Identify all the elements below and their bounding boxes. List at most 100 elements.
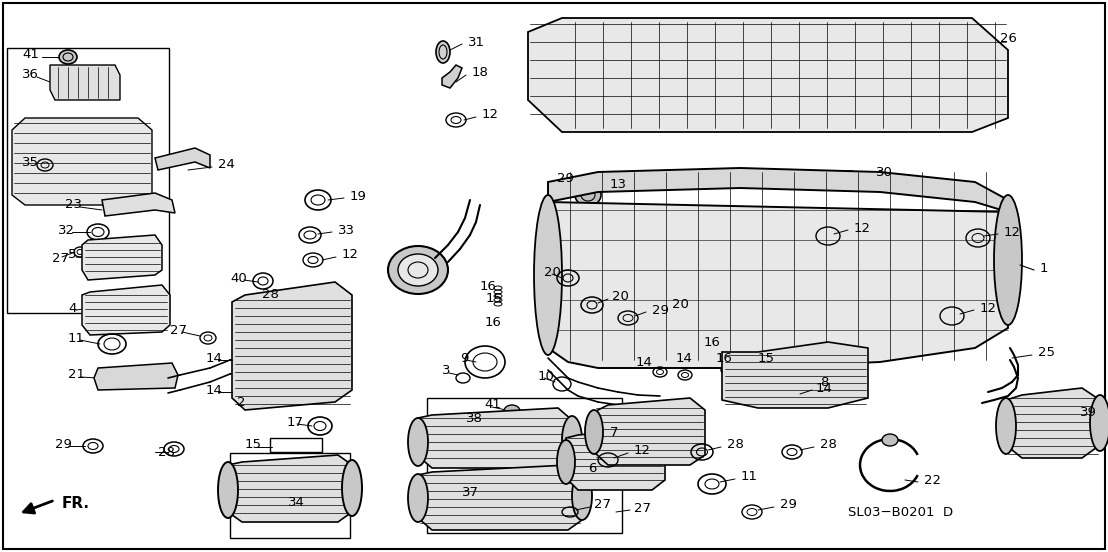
Text: 17: 17 [287,416,304,428]
Text: 14: 14 [676,352,692,364]
Text: 34: 34 [288,496,305,508]
Ellipse shape [437,41,450,63]
Text: 20: 20 [544,266,561,279]
Polygon shape [566,428,665,490]
Ellipse shape [59,50,76,64]
Polygon shape [418,465,582,530]
Text: 28: 28 [158,447,175,459]
Text: 12: 12 [634,444,652,458]
Text: 1: 1 [1040,262,1048,274]
Text: 20: 20 [612,290,629,304]
Text: 15: 15 [758,352,774,364]
Polygon shape [82,235,162,280]
Text: 27: 27 [594,498,611,512]
Text: 29: 29 [55,438,72,452]
Text: 12: 12 [342,248,359,262]
Text: 16: 16 [704,337,721,349]
Text: 3: 3 [442,364,451,378]
Text: 14: 14 [636,355,653,369]
Ellipse shape [534,195,562,355]
Text: 28: 28 [727,438,743,452]
Text: 8: 8 [820,375,829,389]
Text: SL03−B0201  D: SL03−B0201 D [848,507,953,519]
Ellipse shape [408,418,428,466]
Text: 18: 18 [472,66,489,79]
Polygon shape [548,168,1008,212]
Text: 35: 35 [22,156,39,168]
Text: 39: 39 [1080,406,1097,420]
Text: 10: 10 [538,369,555,383]
Polygon shape [94,363,178,390]
Text: 15: 15 [245,438,261,452]
Text: 12: 12 [482,109,499,121]
Text: 22: 22 [924,474,941,486]
Text: 36: 36 [22,68,39,82]
Polygon shape [155,148,211,170]
Text: 21: 21 [68,369,85,381]
Ellipse shape [994,195,1022,325]
Bar [7,48,170,313]
Text: 29: 29 [780,498,797,512]
Ellipse shape [996,398,1016,454]
Text: 24: 24 [218,158,235,172]
Text: 32: 32 [58,224,75,236]
Polygon shape [594,398,705,465]
Text: 9: 9 [460,352,469,364]
Text: 14: 14 [815,381,833,395]
Ellipse shape [585,410,603,454]
Polygon shape [232,282,352,410]
Ellipse shape [572,472,592,520]
Text: 2: 2 [237,396,246,410]
Polygon shape [1006,388,1100,458]
Text: 7: 7 [611,426,618,438]
Text: FR.: FR. [62,496,90,511]
Polygon shape [418,408,572,468]
Text: 29: 29 [557,172,574,184]
Text: 37: 37 [462,486,479,498]
Polygon shape [529,18,1008,132]
Polygon shape [102,193,175,216]
Bar [230,453,350,538]
Ellipse shape [342,460,362,516]
Bar [270,438,322,452]
Text: 14: 14 [206,384,223,396]
Text: 14: 14 [206,352,223,364]
Polygon shape [442,65,462,88]
Text: 41: 41 [22,49,39,61]
Polygon shape [722,342,868,408]
Text: 23: 23 [65,199,82,211]
Text: 25: 25 [1038,347,1055,359]
Ellipse shape [1090,395,1108,451]
Text: 20: 20 [671,299,689,311]
Polygon shape [548,202,1008,368]
Text: 16: 16 [716,352,732,364]
Text: 26: 26 [1001,31,1017,45]
Text: 27: 27 [52,252,69,264]
Text: 28: 28 [261,289,279,301]
Text: 38: 38 [466,411,483,424]
Text: 28: 28 [820,438,837,452]
Ellipse shape [408,474,428,522]
Ellipse shape [388,246,448,294]
Text: 16: 16 [480,280,496,294]
Ellipse shape [575,184,601,206]
Text: 12: 12 [854,221,871,235]
Ellipse shape [218,462,238,518]
Text: 27: 27 [634,502,652,514]
Ellipse shape [882,434,897,446]
Ellipse shape [398,254,438,286]
Text: 29: 29 [652,304,669,316]
Text: 4: 4 [68,301,76,315]
Text: 31: 31 [468,35,485,49]
Text: 15: 15 [486,291,503,305]
Text: 12: 12 [979,301,997,315]
Text: 11: 11 [741,470,758,484]
Text: 5: 5 [68,248,76,262]
Text: 6: 6 [588,461,596,475]
Text: 30: 30 [876,166,893,178]
Text: 19: 19 [350,189,367,203]
Text: 11: 11 [68,332,85,344]
Text: 16: 16 [485,316,502,328]
Polygon shape [50,65,120,100]
Polygon shape [12,118,152,205]
